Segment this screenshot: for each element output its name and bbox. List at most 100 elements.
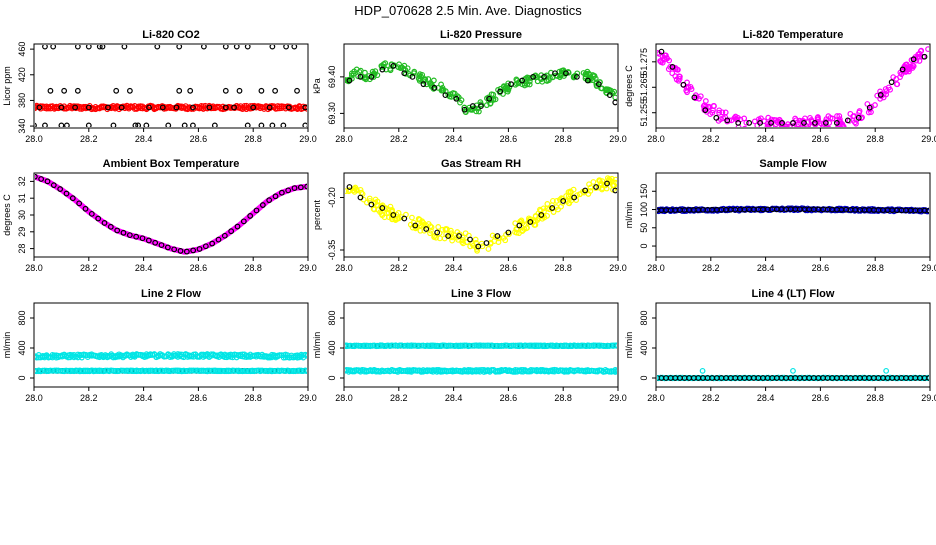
rh-line-point (505, 229, 512, 236)
ambient-line-point (38, 176, 45, 182)
co2-line-point (47, 87, 54, 94)
pressure-line-point (584, 77, 591, 84)
temp-band-point (675, 66, 681, 73)
line3-line-fill-point (416, 342, 423, 349)
temp-band-point (890, 74, 897, 81)
plot-frame (33, 302, 309, 388)
rh-band-point (346, 187, 353, 193)
rh-line-point (412, 222, 419, 229)
ambient-line-point (101, 220, 108, 226)
x-tick-label: 28.6 (190, 263, 208, 273)
temp-band-point (719, 109, 726, 116)
x-tick-label: 28.4 (135, 263, 153, 273)
temp-line-point (746, 120, 753, 126)
pressure-band-point (357, 67, 364, 74)
x-tick-label: 28.0 (647, 263, 665, 273)
co2-line-point (42, 122, 48, 127)
co2-line-point (233, 45, 240, 50)
x-tick-label: 28.6 (190, 393, 208, 403)
pressure-line-point (453, 95, 460, 102)
co2-line-point (58, 122, 65, 127)
panel-title: Gas Stream RH (441, 158, 521, 170)
pressure-band-point (606, 86, 612, 93)
rh-band-point (502, 237, 509, 244)
temp-line-point (790, 120, 796, 126)
temp-band-point (823, 116, 830, 123)
rh-band-point (586, 181, 592, 188)
ambient-line-point (158, 242, 165, 249)
ambient-line-point (234, 223, 241, 230)
x-tick-label: 28.4 (445, 134, 463, 144)
temp-band-point (807, 114, 813, 121)
x-tick-label: 28.6 (812, 134, 830, 144)
panel-9: Line 4 (LT) Flow ml/min 28.0 28.2 28.4 28.6 28… (624, 288, 936, 403)
rh-band-point (534, 217, 541, 223)
x-tick-label: 28.0 (25, 134, 43, 144)
pressure-line-point (478, 103, 484, 109)
temp-line-point (724, 117, 731, 124)
rh-band-point (467, 243, 474, 250)
x-tick-label: 28.6 (500, 393, 518, 403)
ambient-line-point (95, 215, 102, 222)
rh-band-point (428, 224, 435, 231)
rh-line-point (612, 187, 617, 194)
y-tick-label: 800 (639, 310, 649, 325)
line3-band-point (571, 367, 577, 374)
co2-line-point (244, 45, 251, 50)
pressure-line-point (420, 81, 427, 88)
pressure-line-point (390, 63, 397, 69)
line2-line-fill-point (118, 367, 124, 374)
co2-line-point (105, 104, 111, 111)
co2-line-point (269, 122, 276, 127)
x-tick-label: 28.2 (80, 134, 98, 144)
rh-line-point (582, 187, 589, 194)
rh-band-point (462, 230, 469, 237)
y-tick-label: 400 (327, 340, 337, 355)
pressure-band-point (515, 80, 522, 87)
co2-line-point (280, 122, 287, 127)
rh-band-point (531, 222, 538, 228)
x-tick-label: 28.8 (244, 134, 262, 144)
plot-marks (657, 205, 929, 215)
temp-band-point (794, 123, 801, 127)
ambient-line-point (247, 213, 254, 219)
ambient-line-point (202, 243, 209, 250)
rh-band-point (558, 203, 564, 210)
y-tick-label: 32 (17, 176, 27, 186)
temp-line-point (680, 81, 687, 88)
pressure-band-point (475, 108, 482, 115)
temp-band-point (733, 116, 740, 123)
temp-line-point (833, 120, 840, 126)
temp-band-point (815, 114, 821, 120)
panel-4: Ambient Box Temperature degrees C 28.0 28.2… (2, 158, 317, 273)
temp-band-point (688, 86, 695, 92)
x-tick-label: 28.8 (866, 134, 884, 144)
rh-band-point (449, 237, 456, 244)
x-tick-label: 29.0 (609, 393, 627, 403)
pressure-line-point (461, 106, 468, 113)
rh-band-point (435, 224, 442, 230)
pressure-band-point (500, 84, 507, 91)
co2-line-point (231, 104, 237, 111)
co2-line-point (74, 87, 81, 94)
pressure-band-point (526, 81, 533, 88)
y-axis-label: degrees C (624, 65, 634, 107)
temp-line-point (910, 56, 917, 63)
pressure-band-point (382, 60, 389, 67)
rh-band-point (345, 188, 349, 195)
y-tick-label: 380 (17, 93, 27, 108)
pressure-line-point (552, 70, 558, 77)
plot-frame (655, 302, 931, 388)
line3-line-fill-point (410, 342, 417, 349)
ambient-line-point (133, 233, 140, 240)
x-tick-label: 28.4 (757, 393, 775, 403)
x-tick-label: 28.0 (647, 134, 665, 144)
temp-band-point (786, 123, 793, 127)
pressure-line-point (519, 77, 525, 84)
line2-line-fill-point (241, 368, 248, 374)
x-tick-label: 28.6 (812, 263, 830, 273)
x-tick-label: 28.4 (135, 134, 153, 144)
pressure-line-point (431, 84, 438, 91)
line2-line-fill-point (270, 368, 277, 374)
rh-line-point (368, 201, 375, 208)
